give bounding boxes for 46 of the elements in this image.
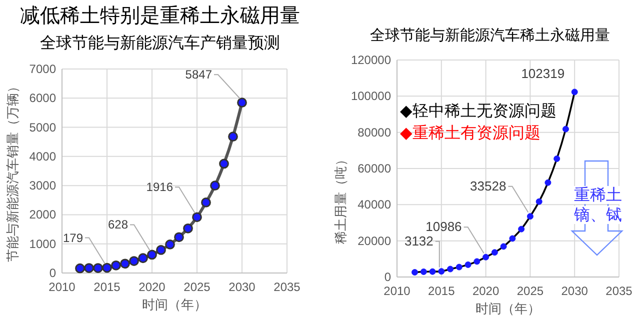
x-tick-label: 2025 (184, 280, 210, 294)
y-tick-label: 6000 (29, 91, 56, 106)
annotation: ◆轻中稀土无资源问题 (400, 103, 556, 120)
y-tick-label: 20000 (358, 234, 391, 248)
y-axis-title: 稀土用量（吨） (333, 153, 348, 244)
annotation: ◆重稀土有资源问题 (400, 125, 540, 142)
y-tick-label: 60000 (358, 162, 391, 176)
data-label: 628 (108, 218, 128, 232)
y-tick-label: 0 (49, 266, 56, 280)
y-axis-title: 节能与新能源汽车销量（万辆） (5, 80, 20, 262)
annotation: 重稀土 (574, 187, 622, 204)
y-tick-label: 7000 (29, 62, 56, 76)
data-label: 10986 (426, 219, 462, 234)
y-tick-label: 100000 (350, 89, 391, 104)
x-tick-label: 2020 (138, 280, 166, 294)
x-tick-label: 2030 (561, 284, 588, 298)
subtitle: 全球节能与新能源汽车产销量预测 (40, 35, 280, 52)
y-tick-label: 5000 (29, 120, 56, 134)
data-label: 33528 (470, 178, 506, 194)
x-tick-label: 2030 (228, 280, 256, 294)
data-label: 3132 (404, 233, 434, 248)
x-tick-label: 2015 (428, 284, 455, 298)
y-tick-label: 40000 (358, 198, 391, 212)
x-tick-label: 2020 (472, 284, 500, 298)
title: 减低稀土特别是重稀土永磁用量 (20, 5, 300, 27)
x-tick-label: 2010 (384, 284, 410, 298)
data-label: 179 (62, 230, 83, 245)
y-tick-label: 0 (384, 270, 391, 284)
x-tick-label: 2035 (606, 284, 632, 298)
x-tick-label: 2010 (48, 280, 76, 294)
y-tick-label: 3000 (29, 178, 56, 193)
x-tick-label: 2015 (94, 280, 120, 294)
y-tick-label: 4000 (29, 149, 56, 164)
x-axis-title: 时间（年） (476, 301, 540, 316)
annotation: 镝、铽 (574, 207, 622, 224)
data-label: 5847 (185, 68, 212, 82)
x-tick-label: 2025 (516, 284, 544, 298)
data-label: 1916 (146, 180, 173, 194)
data-label: 102319 (521, 66, 565, 81)
y-tick-label: 2000 (29, 208, 56, 222)
x-tick-label: 2035 (274, 280, 300, 294)
title: 全球节能与新能源汽车稀土永磁用量 (370, 27, 610, 44)
y-tick-label: 1000 (29, 236, 56, 251)
x-axis-title: 时间（年） (142, 297, 207, 312)
y-tick-label: 80000 (358, 125, 391, 140)
y-tick-label: 120000 (350, 53, 391, 67)
